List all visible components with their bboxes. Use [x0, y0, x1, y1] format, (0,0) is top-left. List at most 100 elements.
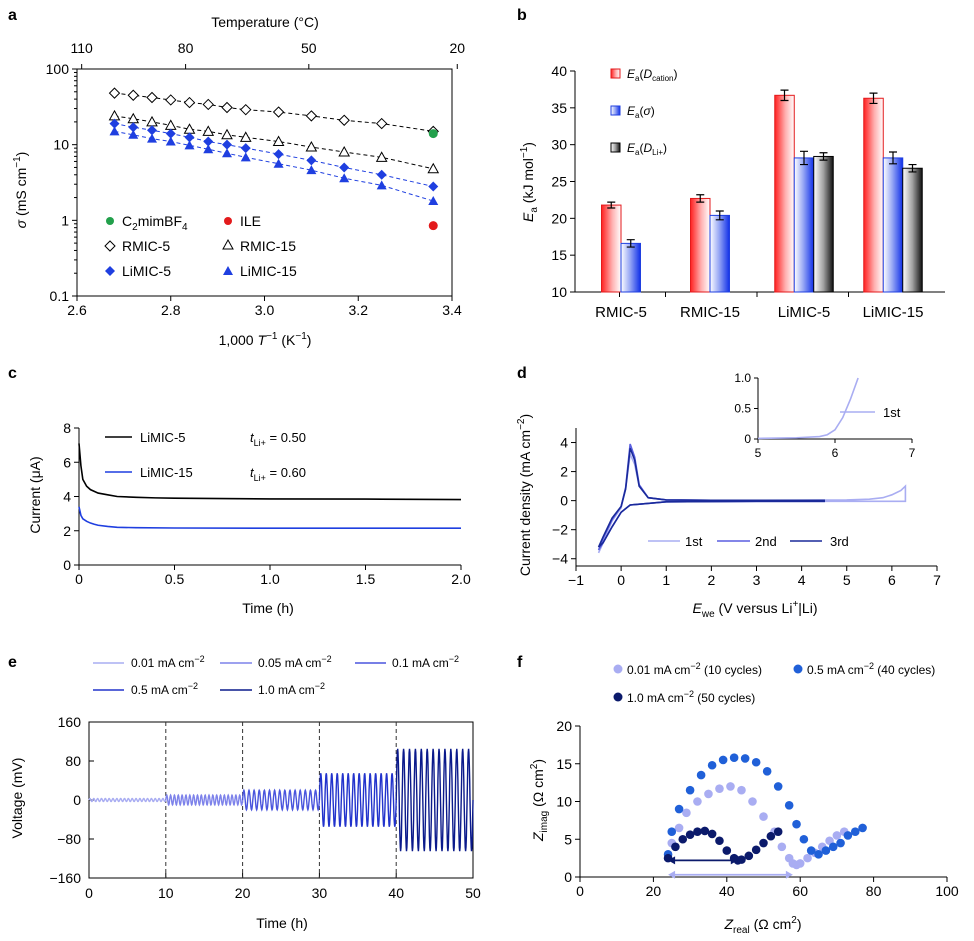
- panel-b-bar-dcation: [601, 204, 622, 293]
- panel-a-letter: a: [8, 7, 17, 24]
- legend-c2mimbf4-marker: [106, 217, 114, 225]
- panel-f-point-2: [671, 842, 680, 852]
- panel-f-point-2: [685, 830, 695, 840]
- legend-rmic15-label: RMIC-15: [240, 238, 296, 254]
- panel-e-legend: 0.01 mA cm−2 0.05 mA cm−2 0.1 mA cm−2 0.…: [93, 654, 459, 697]
- panel-b-bar-dcation: [863, 97, 884, 293]
- panel-f-point-0: [715, 784, 724, 793]
- panel-c-x-tick-label: 1.5: [356, 571, 376, 587]
- panel-f-point-1: [685, 785, 695, 795]
- panel-f-point-0: [759, 812, 768, 821]
- panel-b-error-bar: [696, 194, 705, 203]
- legend-limic15-label: LiMIC-15: [240, 263, 297, 279]
- panel-d-letter: d: [517, 365, 527, 382]
- panel-e-cycling-2: [241, 788, 321, 812]
- panel-e-axes: 0 10 20 30 40 50 160 80 0 −80 −160: [49, 714, 481, 901]
- panel-a-y-tick-label: 100: [46, 61, 70, 77]
- panel-f-x-tick-label: 60: [792, 883, 808, 899]
- panel-a-point-limic-5: [376, 169, 387, 180]
- panel-a-point-rmic-5: [305, 110, 318, 122]
- panel-f-point-1: [828, 842, 838, 852]
- legend-limic15-tli: tLi+ = 0.60: [250, 465, 306, 483]
- legend-1st-label: 1st: [685, 534, 703, 549]
- panel-a-point-ile: [428, 221, 438, 231]
- panel-b-category-label: RMIC-5: [595, 304, 647, 321]
- panel-a-x-tick-label: 3.2: [349, 302, 369, 318]
- panel-b-error-bar: [715, 210, 724, 221]
- panel-f-point-0: [795, 859, 805, 868]
- panel-d-cv-3rd: [597, 448, 825, 548]
- panel-f-arrow-head: [785, 870, 793, 879]
- panel-c-axes: 0 0.5 1.0 1.5 2.0 0 2 4 6 8: [63, 420, 471, 587]
- legend-ea-sigma-label: Ea(σ): [627, 104, 655, 120]
- panel-e-x-tick-label: 30: [312, 885, 328, 901]
- panel-f-point-0: [748, 797, 757, 806]
- panel-d-inset-x-tick-label: 6: [832, 446, 839, 460]
- panel-d-x-tick-label: 0: [617, 572, 625, 588]
- panel-d-inset-y-tick-label: 1.0: [734, 371, 751, 385]
- panel-f-point-1: [740, 754, 750, 763]
- legend-f-10-label: 1.0 mA cm−2 (50 cycles): [627, 689, 755, 705]
- panel-b-ylabel: Ea (kJ mol−1): [519, 142, 540, 222]
- panel-a-point-limic-15: [128, 129, 139, 139]
- panel-a-point-limic-15: [306, 165, 317, 175]
- panel-a-y-tick-label: 10: [53, 137, 69, 153]
- legend-limic5-marker: [105, 266, 115, 276]
- panel-a-point-c2mimbf4: [428, 129, 438, 139]
- panel-f-point-0: [704, 789, 713, 799]
- panel-c-ylabel: Current (μA): [27, 456, 43, 533]
- panel-b-error-bar: [607, 201, 616, 209]
- panel-d-legend: 1st 2nd 3rd: [648, 534, 849, 549]
- panel-c-y-tick-label: 2: [63, 523, 71, 539]
- panel-f-point-1: [751, 757, 761, 767]
- panel-e-cycling-1: [165, 793, 244, 807]
- panel-f-point-0: [682, 808, 691, 818]
- panel-f-point-0: [674, 823, 684, 833]
- panel-c-legend: LiMIC-5 tLi+ = 0.50 LiMIC-15 tLi+ = 0.60: [105, 430, 306, 483]
- panel-f-xlabel: Zreal (Ω cm2): [723, 915, 801, 936]
- panel-a-y-tick-label: 1: [61, 212, 69, 228]
- panel-f-point-1: [821, 846, 831, 855]
- panel-f-x-tick-label: 20: [646, 883, 662, 899]
- panel-a-point-rmic-15: [338, 145, 351, 157]
- panel-a-point-rmic-5: [108, 87, 121, 99]
- panel-c-line-limic-5: [78, 443, 462, 501]
- legend-f-10-marker: [613, 692, 623, 702]
- panel-f-point-1: [850, 827, 860, 836]
- panel-b-category-label: RMIC-15: [680, 304, 740, 321]
- panel-b-category-label: LiMIC-15: [863, 304, 924, 321]
- panel-a-point-rmic-5: [272, 106, 285, 118]
- panel-e-x-tick-label: 20: [235, 885, 251, 901]
- panel-f-point-1: [784, 800, 794, 810]
- panel-a-point-limic-5: [222, 139, 232, 150]
- panel-c-lines: [78, 443, 462, 529]
- panel-f-arrow-head: [668, 870, 676, 879]
- panel-a-point-limic-15: [339, 173, 350, 183]
- panel-a-point-limic-5: [306, 155, 317, 166]
- panel-f-arrow-head: [730, 856, 738, 865]
- panel-f-point-1: [718, 755, 728, 765]
- panel-f-y-tick-label: 15: [556, 756, 572, 772]
- panel-f-point-2: [737, 855, 746, 864]
- panel-d-lines: [597, 443, 907, 554]
- panel-f-point-1: [762, 767, 772, 776]
- panel-f-point-2: [715, 836, 724, 846]
- panel-a-point-limic-15: [109, 126, 120, 136]
- legend-ea-dli-swatch: [610, 142, 621, 153]
- legend-10-label: 1.0 mA cm−2: [258, 681, 325, 697]
- panel-a-point-limic-15: [273, 158, 284, 168]
- panel-d: d −1 0 1 2 3 4 5 6 7 −4 −2 0 2 4 1st 2nd 3rd 5 6 7 0 0.5 1…: [516, 365, 941, 620]
- panel-b-error-bar: [869, 92, 878, 105]
- panel-e-letter: e: [8, 654, 17, 671]
- panel-f-point-1: [843, 831, 853, 840]
- legend-f-001-label: 0.01 mA cm−2 (10 cycles): [627, 661, 762, 677]
- panel-f-point-2: [722, 846, 732, 855]
- legend-limic5-name: LiMIC-5: [140, 430, 186, 445]
- panel-d-x-tick-label: 1: [662, 572, 670, 588]
- panel-a: a Temperature (°C) 2.6 2.8 3.0 3.2 3.40.1110…: [8, 7, 465, 348]
- panel-c-letter: c: [8, 365, 17, 382]
- panel-b-bars: [601, 89, 923, 293]
- panel-b-category-label: LiMIC-5: [778, 304, 831, 321]
- panel-a-point-limic-5: [184, 132, 195, 143]
- panel-a-point-limic-5: [128, 122, 139, 133]
